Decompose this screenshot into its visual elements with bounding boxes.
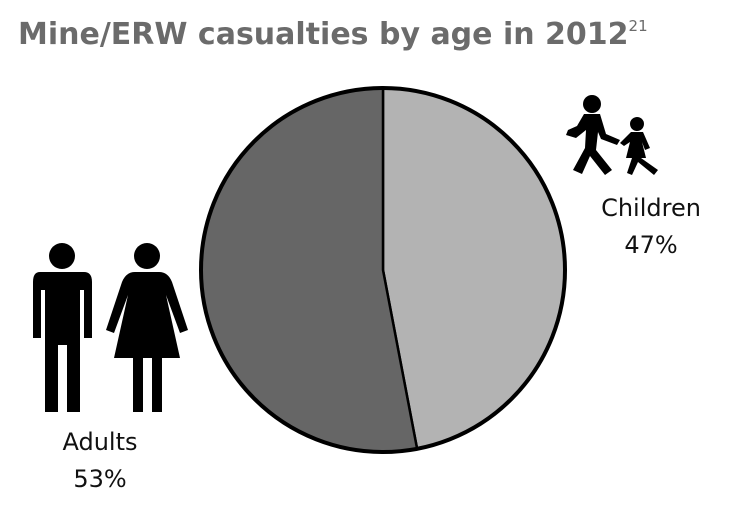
slice-value-label: 47% <box>624 231 677 259</box>
adults-icon <box>33 243 188 412</box>
children-icon <box>566 95 658 175</box>
pie-slice <box>381 86 567 451</box>
chart-title: Mine/ERW casualties by age in 201221 <box>18 17 648 52</box>
pie <box>199 86 567 454</box>
slice-label: Children <box>601 194 701 222</box>
title-footnote: 21 <box>629 17 648 35</box>
title-text: Mine/ERW casualties by age in 2012 <box>18 17 629 52</box>
slice-label: Adults <box>62 428 137 456</box>
slice-value-label: 53% <box>73 465 126 493</box>
pie-outline <box>199 86 567 454</box>
